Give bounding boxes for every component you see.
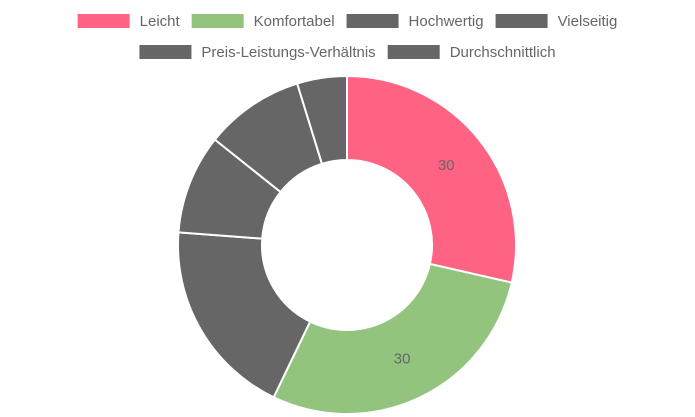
legend-label: Preis-Leistungs-Verhältnis: [201, 44, 375, 61]
slice: [346, 74, 517, 284]
legend-item: Leicht: [77, 13, 181, 30]
legend-item: Vielseitig: [495, 13, 618, 30]
slice: [272, 262, 513, 415]
legend-swatch: [495, 14, 548, 28]
legend-item: Preis-Leistungs-Verhältnis: [139, 44, 376, 61]
legend-swatch: [77, 14, 130, 28]
legend-swatch: [139, 45, 192, 59]
value-label: 30: [394, 350, 411, 367]
legend-label: Vielseitig: [558, 13, 618, 30]
slice: [295, 74, 348, 166]
legend-swatch: [387, 45, 440, 59]
legend-label: Komfortabel: [254, 13, 335, 30]
legend-label: Leicht: [140, 13, 181, 30]
legend-swatch: [346, 14, 399, 28]
value-label: 30: [438, 157, 455, 174]
slice: [177, 231, 312, 399]
legend-label: Durchschnittlich: [450, 44, 556, 61]
legend-item: Komfortabel: [191, 13, 335, 30]
legend-swatch: [191, 14, 244, 28]
legend-item: Hochwertig: [346, 13, 484, 30]
legend-label: Hochwertig: [409, 13, 484, 30]
legend-item: Durchschnittlich: [387, 44, 556, 61]
